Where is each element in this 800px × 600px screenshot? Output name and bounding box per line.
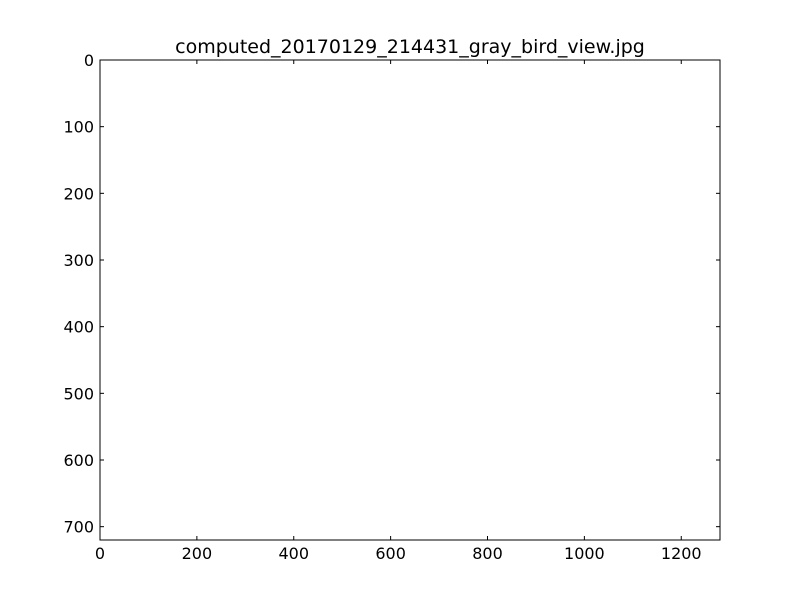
y-tick-label: 400 [63, 318, 94, 337]
x-tick-label: 0 [95, 544, 105, 563]
chart-title: computed_20170129_214431_gray_bird_view.… [175, 36, 645, 58]
y-tick-label: 300 [63, 251, 94, 270]
x-tick-label: 600 [375, 544, 406, 563]
x-tick-label: 1000 [564, 544, 605, 563]
x-tick-label: 800 [472, 544, 503, 563]
y-tick-label: 500 [63, 384, 94, 403]
x-tick-label: 1200 [661, 544, 702, 563]
y-tick-label: 100 [63, 118, 94, 137]
y-tick-label: 600 [63, 451, 94, 470]
y-tick-label: 700 [63, 518, 94, 537]
y-tick-label: 0 [84, 51, 94, 70]
x-tick-label: 200 [182, 544, 213, 563]
y-tick-label: 200 [63, 184, 94, 203]
x-axis: 0 200 400 600 800 1000 1200 [95, 60, 702, 563]
y-axis: 0 100 200 300 400 500 600 700 [63, 51, 720, 537]
x-tick-label: 400 [278, 544, 309, 563]
plot-area [99, 59, 721, 541]
